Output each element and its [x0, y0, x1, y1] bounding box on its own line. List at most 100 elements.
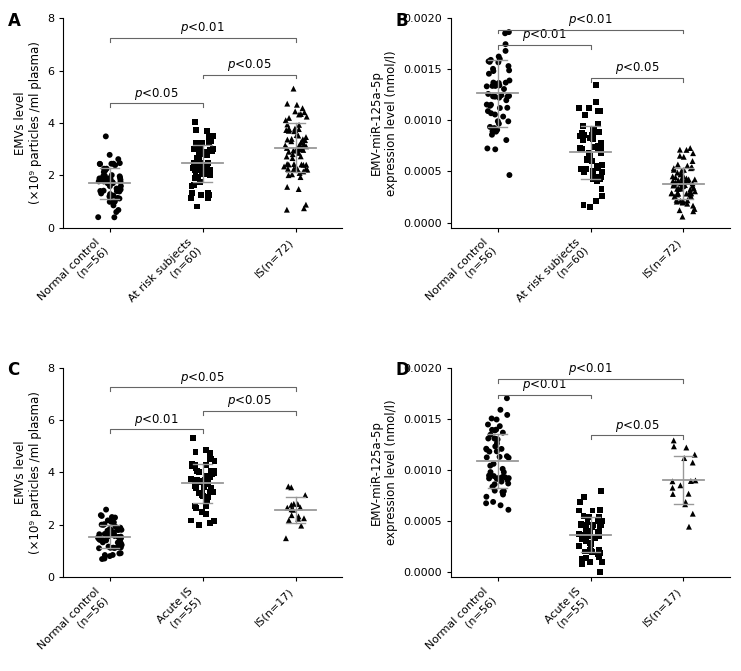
Point: [207, 131, 219, 142]
Point: [96, 519, 107, 530]
Point: [112, 537, 124, 548]
Point: [113, 531, 124, 542]
Point: [488, 470, 499, 481]
Point: [687, 180, 699, 191]
Point: [677, 196, 689, 207]
Point: [285, 504, 297, 515]
Point: [94, 535, 106, 546]
Point: [578, 199, 590, 210]
Point: [685, 476, 697, 486]
Point: [481, 444, 493, 455]
Point: [202, 491, 213, 502]
Point: [298, 139, 310, 150]
Point: [202, 166, 214, 177]
Point: [675, 178, 687, 189]
Point: [594, 505, 606, 515]
Point: [494, 80, 505, 91]
Point: [115, 533, 127, 544]
Point: [300, 141, 312, 152]
Point: [491, 414, 502, 425]
Point: [185, 181, 197, 192]
Point: [488, 66, 499, 76]
Point: [205, 136, 217, 146]
Point: [106, 512, 118, 523]
Point: [490, 433, 502, 444]
Point: [583, 103, 595, 113]
Point: [480, 491, 492, 502]
Point: [595, 138, 607, 148]
Point: [99, 519, 110, 529]
Point: [668, 191, 680, 202]
Point: [489, 441, 501, 452]
Point: [207, 487, 219, 498]
Point: [500, 135, 512, 146]
Point: [668, 163, 679, 174]
Point: [299, 490, 311, 501]
Point: [579, 546, 591, 557]
Point: [584, 531, 596, 542]
Point: [106, 170, 118, 180]
Point: [584, 151, 596, 162]
Point: [200, 148, 212, 158]
Point: [584, 545, 596, 556]
Point: [671, 195, 682, 205]
Point: [582, 154, 594, 165]
Point: [187, 162, 199, 173]
Text: $p$<0.01: $p$<0.01: [568, 12, 613, 28]
Point: [189, 501, 201, 512]
Point: [486, 130, 498, 140]
Point: [96, 511, 107, 521]
Point: [280, 115, 292, 125]
Point: [196, 138, 208, 148]
Point: [680, 144, 692, 155]
Point: [671, 183, 683, 194]
Point: [104, 551, 116, 562]
Point: [579, 525, 591, 535]
Y-axis label: EMV-miR-125a-5p
expression level (nmol/l): EMV-miR-125a-5p expression level (nmol/l…: [370, 50, 398, 196]
Point: [281, 205, 293, 215]
Point: [488, 479, 500, 490]
Point: [282, 134, 293, 145]
Point: [109, 160, 121, 170]
Point: [116, 539, 127, 550]
Point: [97, 171, 109, 182]
Point: [293, 109, 305, 120]
Point: [93, 212, 104, 223]
Point: [207, 144, 219, 154]
Point: [100, 535, 112, 546]
Point: [667, 171, 679, 182]
Point: [300, 159, 312, 170]
Point: [674, 480, 686, 491]
Point: [574, 131, 586, 142]
Point: [674, 144, 686, 155]
Point: [502, 474, 514, 485]
Point: [593, 552, 605, 563]
Point: [104, 174, 116, 185]
Point: [594, 519, 605, 530]
Y-axis label: EMV-miR-125a-5p
expression level (nmol/l): EMV-miR-125a-5p expression level (nmol/l…: [370, 400, 398, 546]
Text: $p$<0.05: $p$<0.05: [615, 417, 659, 433]
Text: $p$<0.01: $p$<0.01: [134, 411, 179, 427]
Point: [665, 188, 677, 199]
Point: [674, 205, 685, 215]
Point: [298, 203, 310, 213]
Point: [206, 469, 218, 480]
Point: [591, 176, 603, 187]
Point: [187, 157, 199, 168]
Point: [189, 480, 201, 491]
Point: [189, 116, 201, 127]
Text: $p$<0.05: $p$<0.05: [227, 393, 271, 409]
Point: [581, 153, 593, 164]
Point: [593, 511, 605, 522]
Point: [196, 507, 208, 517]
Point: [488, 123, 500, 134]
Point: [483, 68, 495, 79]
Point: [494, 421, 505, 431]
Point: [494, 103, 506, 113]
Point: [675, 168, 687, 179]
Point: [293, 140, 305, 150]
Point: [494, 405, 506, 415]
Point: [294, 141, 306, 152]
Point: [115, 184, 127, 195]
Point: [286, 510, 298, 521]
